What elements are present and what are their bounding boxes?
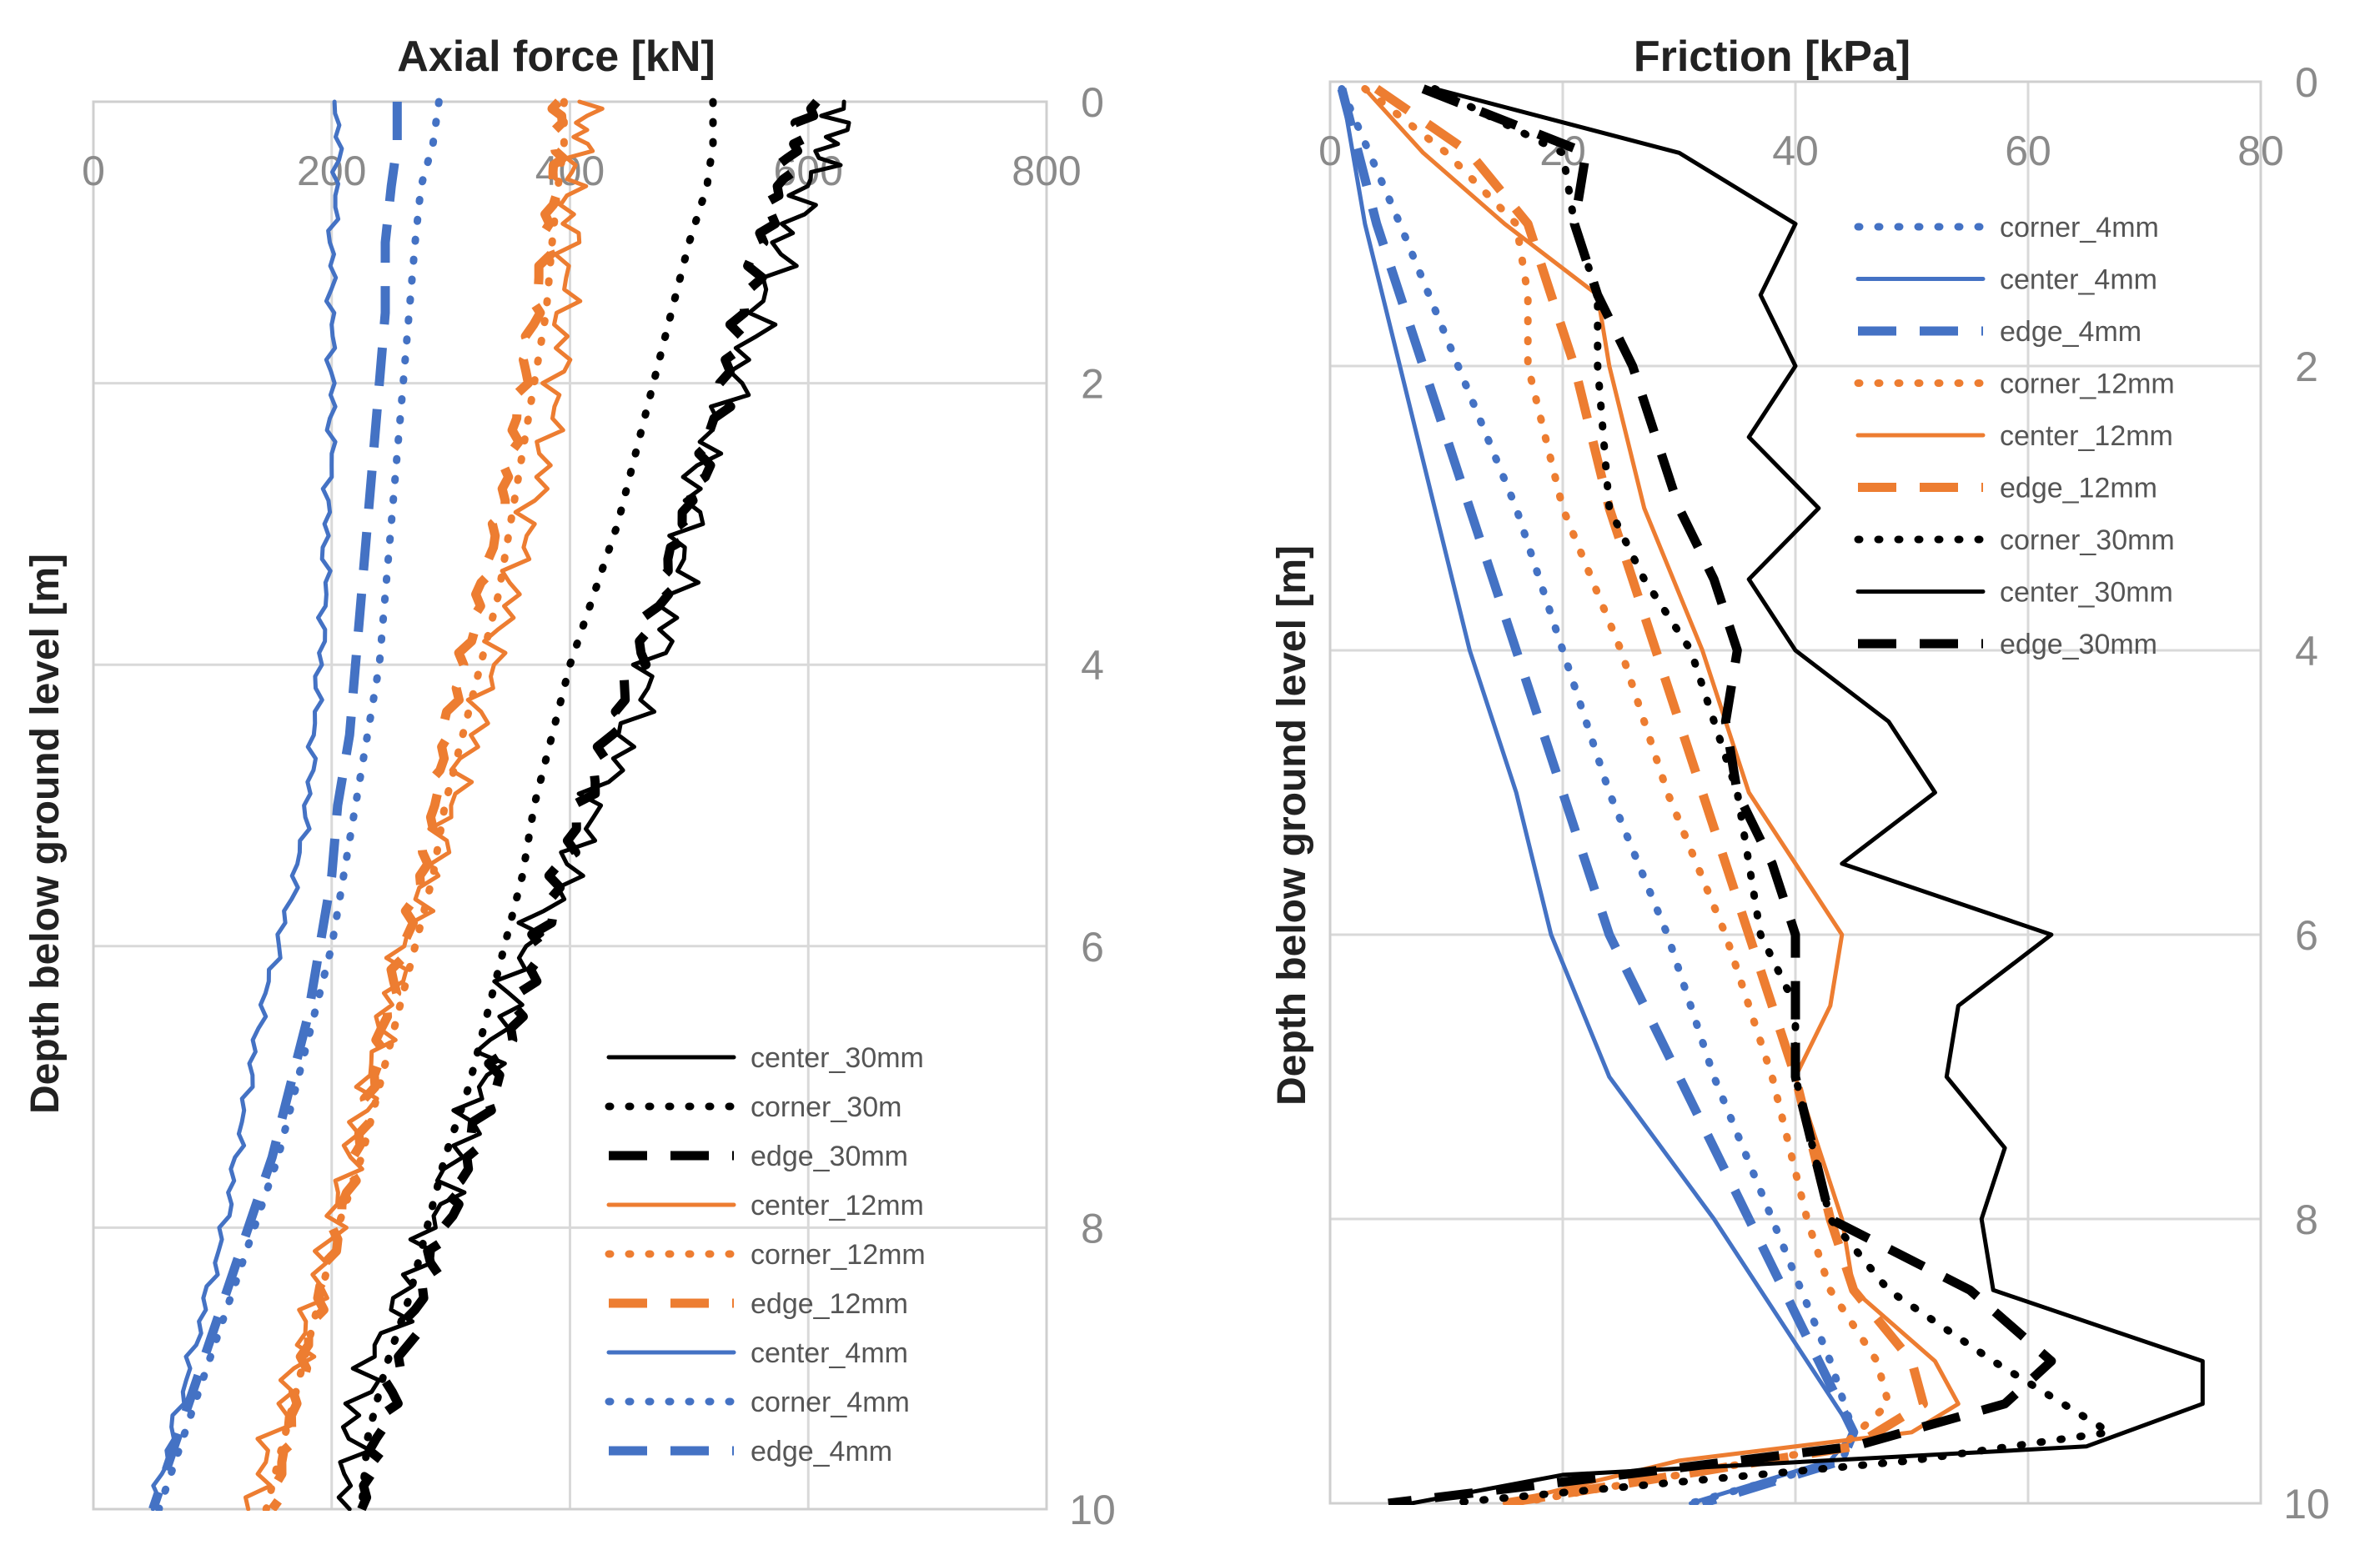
y-tick-label: 8 — [1081, 1205, 1104, 1252]
axial-force-chart: Axial force [kN] Depth below ground leve… — [23, 33, 1116, 1533]
y-axis-label: Depth below ground level [m] — [1270, 545, 1314, 1106]
x-tick-label: 800 — [1012, 148, 1081, 194]
legend-label: corner_12mm — [2000, 369, 2175, 400]
legend-label: edge_4mm — [751, 1436, 892, 1467]
x-tick-label: 0 — [82, 148, 105, 194]
legend: center_30mm corner_30m edge_30mm center_12m… — [605, 1042, 926, 1467]
y-tick-label: 2 — [1081, 361, 1104, 408]
series-line-corner-4mm — [155, 98, 443, 1511]
series-line-corner-30m — [358, 98, 717, 1511]
series-line-edge-12mm — [268, 98, 568, 1511]
legend-label: edge_12mm — [751, 1288, 908, 1320]
series-line-edge-30mm — [1388, 84, 2056, 1505]
series-line-edge-4mm — [148, 102, 402, 1511]
y-tick-label: 0 — [2295, 59, 2318, 106]
y-tick-label: 10 — [1069, 1487, 1116, 1533]
chart-title: Friction [kPa] — [1634, 33, 1911, 81]
y-tick-label: 8 — [2295, 1196, 2318, 1243]
friction-chart: Friction [kPa] Depth below ground level … — [1270, 33, 2330, 1527]
y-tick-label: 4 — [1081, 642, 1104, 689]
y-tick-label: 0 — [1081, 79, 1104, 126]
y-tick-label: 6 — [2295, 912, 2318, 959]
y-tick-label: 6 — [1081, 924, 1104, 971]
legend-label: center_12mm — [2000, 420, 2173, 452]
plot-frame — [92, 100, 1048, 1511]
legend-label: corner_30m — [751, 1091, 901, 1123]
x-tick-label: 400 — [535, 148, 605, 194]
legend-label: edge_30mm — [2000, 629, 2157, 660]
legend-label: corner_30mm — [2000, 524, 2175, 556]
x-tick-label: 60 — [2005, 128, 2051, 174]
series-line-edge-12mm — [1373, 84, 1928, 1505]
legend-label: center_4mm — [2000, 264, 2157, 296]
legend-label: corner_4mm — [2000, 212, 2159, 243]
legend-label: corner_12mm — [751, 1239, 926, 1271]
x-tick-label: 0 — [1318, 128, 1342, 174]
x-tick-label: 40 — [1772, 128, 1819, 174]
series-line-center-30mm — [1409, 87, 2205, 1505]
series-group — [1337, 84, 2205, 1505]
series-group — [148, 98, 851, 1511]
series-line-center-12mm — [1363, 87, 1961, 1505]
series-line-center-4mm — [150, 99, 344, 1511]
legend: corner_4mm center_4mm edge_4mm corner_12mmc… — [1854, 212, 2175, 660]
series-line-corner-12mm — [1361, 85, 1893, 1505]
series-line-edge-4mm — [1337, 88, 1859, 1505]
y-tick-label: 10 — [2283, 1481, 2330, 1527]
series-line-corner-30mm — [1431, 85, 2114, 1505]
legend-label: center_30mm — [2000, 577, 2173, 609]
legend-label: edge_4mm — [2000, 316, 2141, 348]
legend-label: corner_4mm — [751, 1387, 910, 1418]
x-tick-label: 80 — [2237, 128, 2284, 174]
series-line-edge-30mm — [357, 98, 821, 1511]
chart-title: Axial force [kN] — [397, 33, 715, 81]
legend-label: center_4mm — [751, 1337, 908, 1369]
y-axis-label: Depth below ground level [m] — [23, 554, 68, 1114]
y-tick-label: 2 — [2295, 344, 2318, 390]
series-line-corner-12mm — [262, 98, 568, 1511]
legend-label: edge_30mm — [751, 1141, 908, 1172]
legend-label: center_12mm — [751, 1190, 924, 1221]
legend-label: center_30mm — [751, 1042, 924, 1074]
plot-frame — [1328, 80, 2262, 1505]
y-tick-label: 4 — [2295, 628, 2318, 675]
legend-label: edge_12mm — [2000, 473, 2157, 504]
